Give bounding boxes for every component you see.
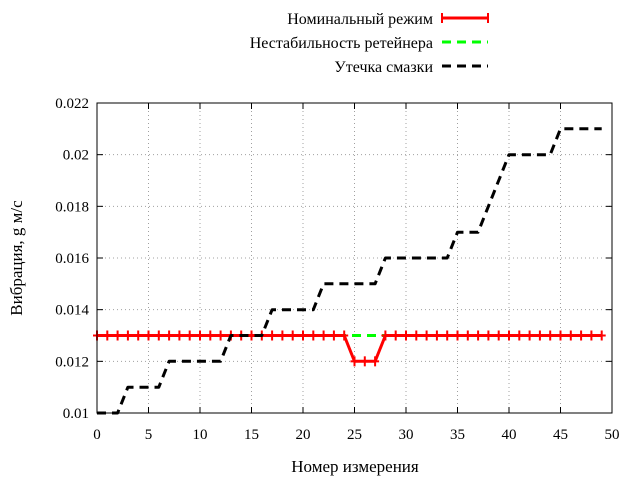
data-point bbox=[515, 330, 524, 341]
x-tick-label: 30 bbox=[399, 427, 414, 443]
data-point bbox=[350, 356, 359, 367]
data-point bbox=[546, 330, 555, 341]
data-point bbox=[432, 330, 441, 341]
series-line bbox=[97, 127, 602, 415]
legend-label: Утечка смазки bbox=[334, 59, 433, 76]
y-tick-label: 0.02 bbox=[63, 148, 89, 164]
plot-frame bbox=[96, 102, 613, 414]
x-tick-label: 5 bbox=[145, 427, 153, 443]
data-point bbox=[422, 330, 431, 341]
data-point bbox=[123, 330, 132, 341]
data-point bbox=[402, 330, 410, 341]
data-point bbox=[391, 330, 400, 341]
x-tick-label: 0 bbox=[93, 427, 101, 443]
data-point bbox=[309, 330, 318, 341]
data-point bbox=[443, 330, 452, 341]
legend-entry: Нестабильность ретейнера bbox=[250, 35, 488, 52]
series-0 bbox=[93, 330, 606, 367]
x-tick-label: 45 bbox=[553, 427, 568, 443]
legend-label: Нестабильность ретейнера bbox=[250, 35, 433, 52]
data-point bbox=[165, 330, 174, 341]
data-point bbox=[340, 330, 349, 341]
data-point bbox=[206, 330, 215, 341]
data-point bbox=[587, 330, 596, 341]
x-tick-label: 35 bbox=[450, 427, 465, 443]
grid bbox=[97, 103, 612, 413]
data-point bbox=[113, 330, 122, 341]
data-point bbox=[474, 330, 483, 341]
x-axis-label: Номер измерения bbox=[291, 457, 419, 476]
data-point bbox=[525, 330, 534, 341]
data-point bbox=[360, 356, 369, 367]
data-point bbox=[144, 330, 153, 341]
data-point bbox=[175, 330, 184, 341]
data-point bbox=[134, 330, 143, 341]
data-point bbox=[556, 330, 565, 341]
series-line bbox=[97, 334, 602, 363]
data-point bbox=[268, 330, 277, 341]
data-point bbox=[288, 330, 297, 341]
y-tick-label: 0.014 bbox=[55, 303, 89, 319]
data-point bbox=[381, 330, 390, 341]
x-tick-label: 50 bbox=[605, 427, 620, 443]
series-layer bbox=[93, 127, 606, 415]
data-point bbox=[535, 330, 544, 341]
y-axis-label: Вибрация, g м/с bbox=[7, 200, 26, 316]
data-point bbox=[216, 330, 225, 341]
data-point bbox=[494, 330, 503, 341]
legend-entry: Номинальный режим bbox=[287, 11, 489, 28]
x-tick-label: 25 bbox=[347, 427, 362, 443]
y-tick-label: 0.022 bbox=[55, 96, 89, 112]
data-point bbox=[329, 330, 338, 341]
legend-entry: Утечка смазки bbox=[334, 59, 488, 76]
data-point bbox=[299, 330, 307, 341]
series-2 bbox=[97, 127, 602, 415]
data-point bbox=[247, 330, 256, 341]
y-tick-label: 0.018 bbox=[55, 199, 89, 215]
axis-ticks: 0 5 10 15 20 25 30 35 40 45 50 0.01 0.012 0.014 0.016 0… bbox=[55, 96, 619, 443]
x-tick-label: 40 bbox=[502, 427, 517, 443]
x-tick-label: 20 bbox=[296, 427, 311, 443]
y-tick-label: 0.012 bbox=[55, 354, 89, 370]
y-tick-label: 0.01 bbox=[63, 406, 89, 422]
x-tick-label: 15 bbox=[244, 427, 259, 443]
data-point bbox=[185, 330, 194, 341]
data-point bbox=[371, 356, 380, 367]
data-point bbox=[412, 330, 421, 341]
data-point bbox=[154, 330, 163, 341]
data-point bbox=[577, 330, 586, 341]
data-point bbox=[319, 330, 328, 341]
legend: Номинальный режим Нестабильность ретейнер… bbox=[250, 11, 489, 76]
x-tick-label: 10 bbox=[193, 427, 208, 443]
y-tick-label: 0.016 bbox=[55, 251, 89, 267]
data-point bbox=[453, 330, 462, 341]
data-point bbox=[463, 330, 472, 341]
data-point bbox=[597, 330, 606, 341]
data-point bbox=[103, 330, 112, 341]
data-point bbox=[196, 330, 204, 341]
data-point bbox=[278, 330, 287, 341]
data-point bbox=[505, 330, 513, 341]
data-point bbox=[484, 330, 493, 341]
legend-label: Номинальный режим bbox=[287, 11, 433, 28]
data-point bbox=[566, 330, 575, 341]
